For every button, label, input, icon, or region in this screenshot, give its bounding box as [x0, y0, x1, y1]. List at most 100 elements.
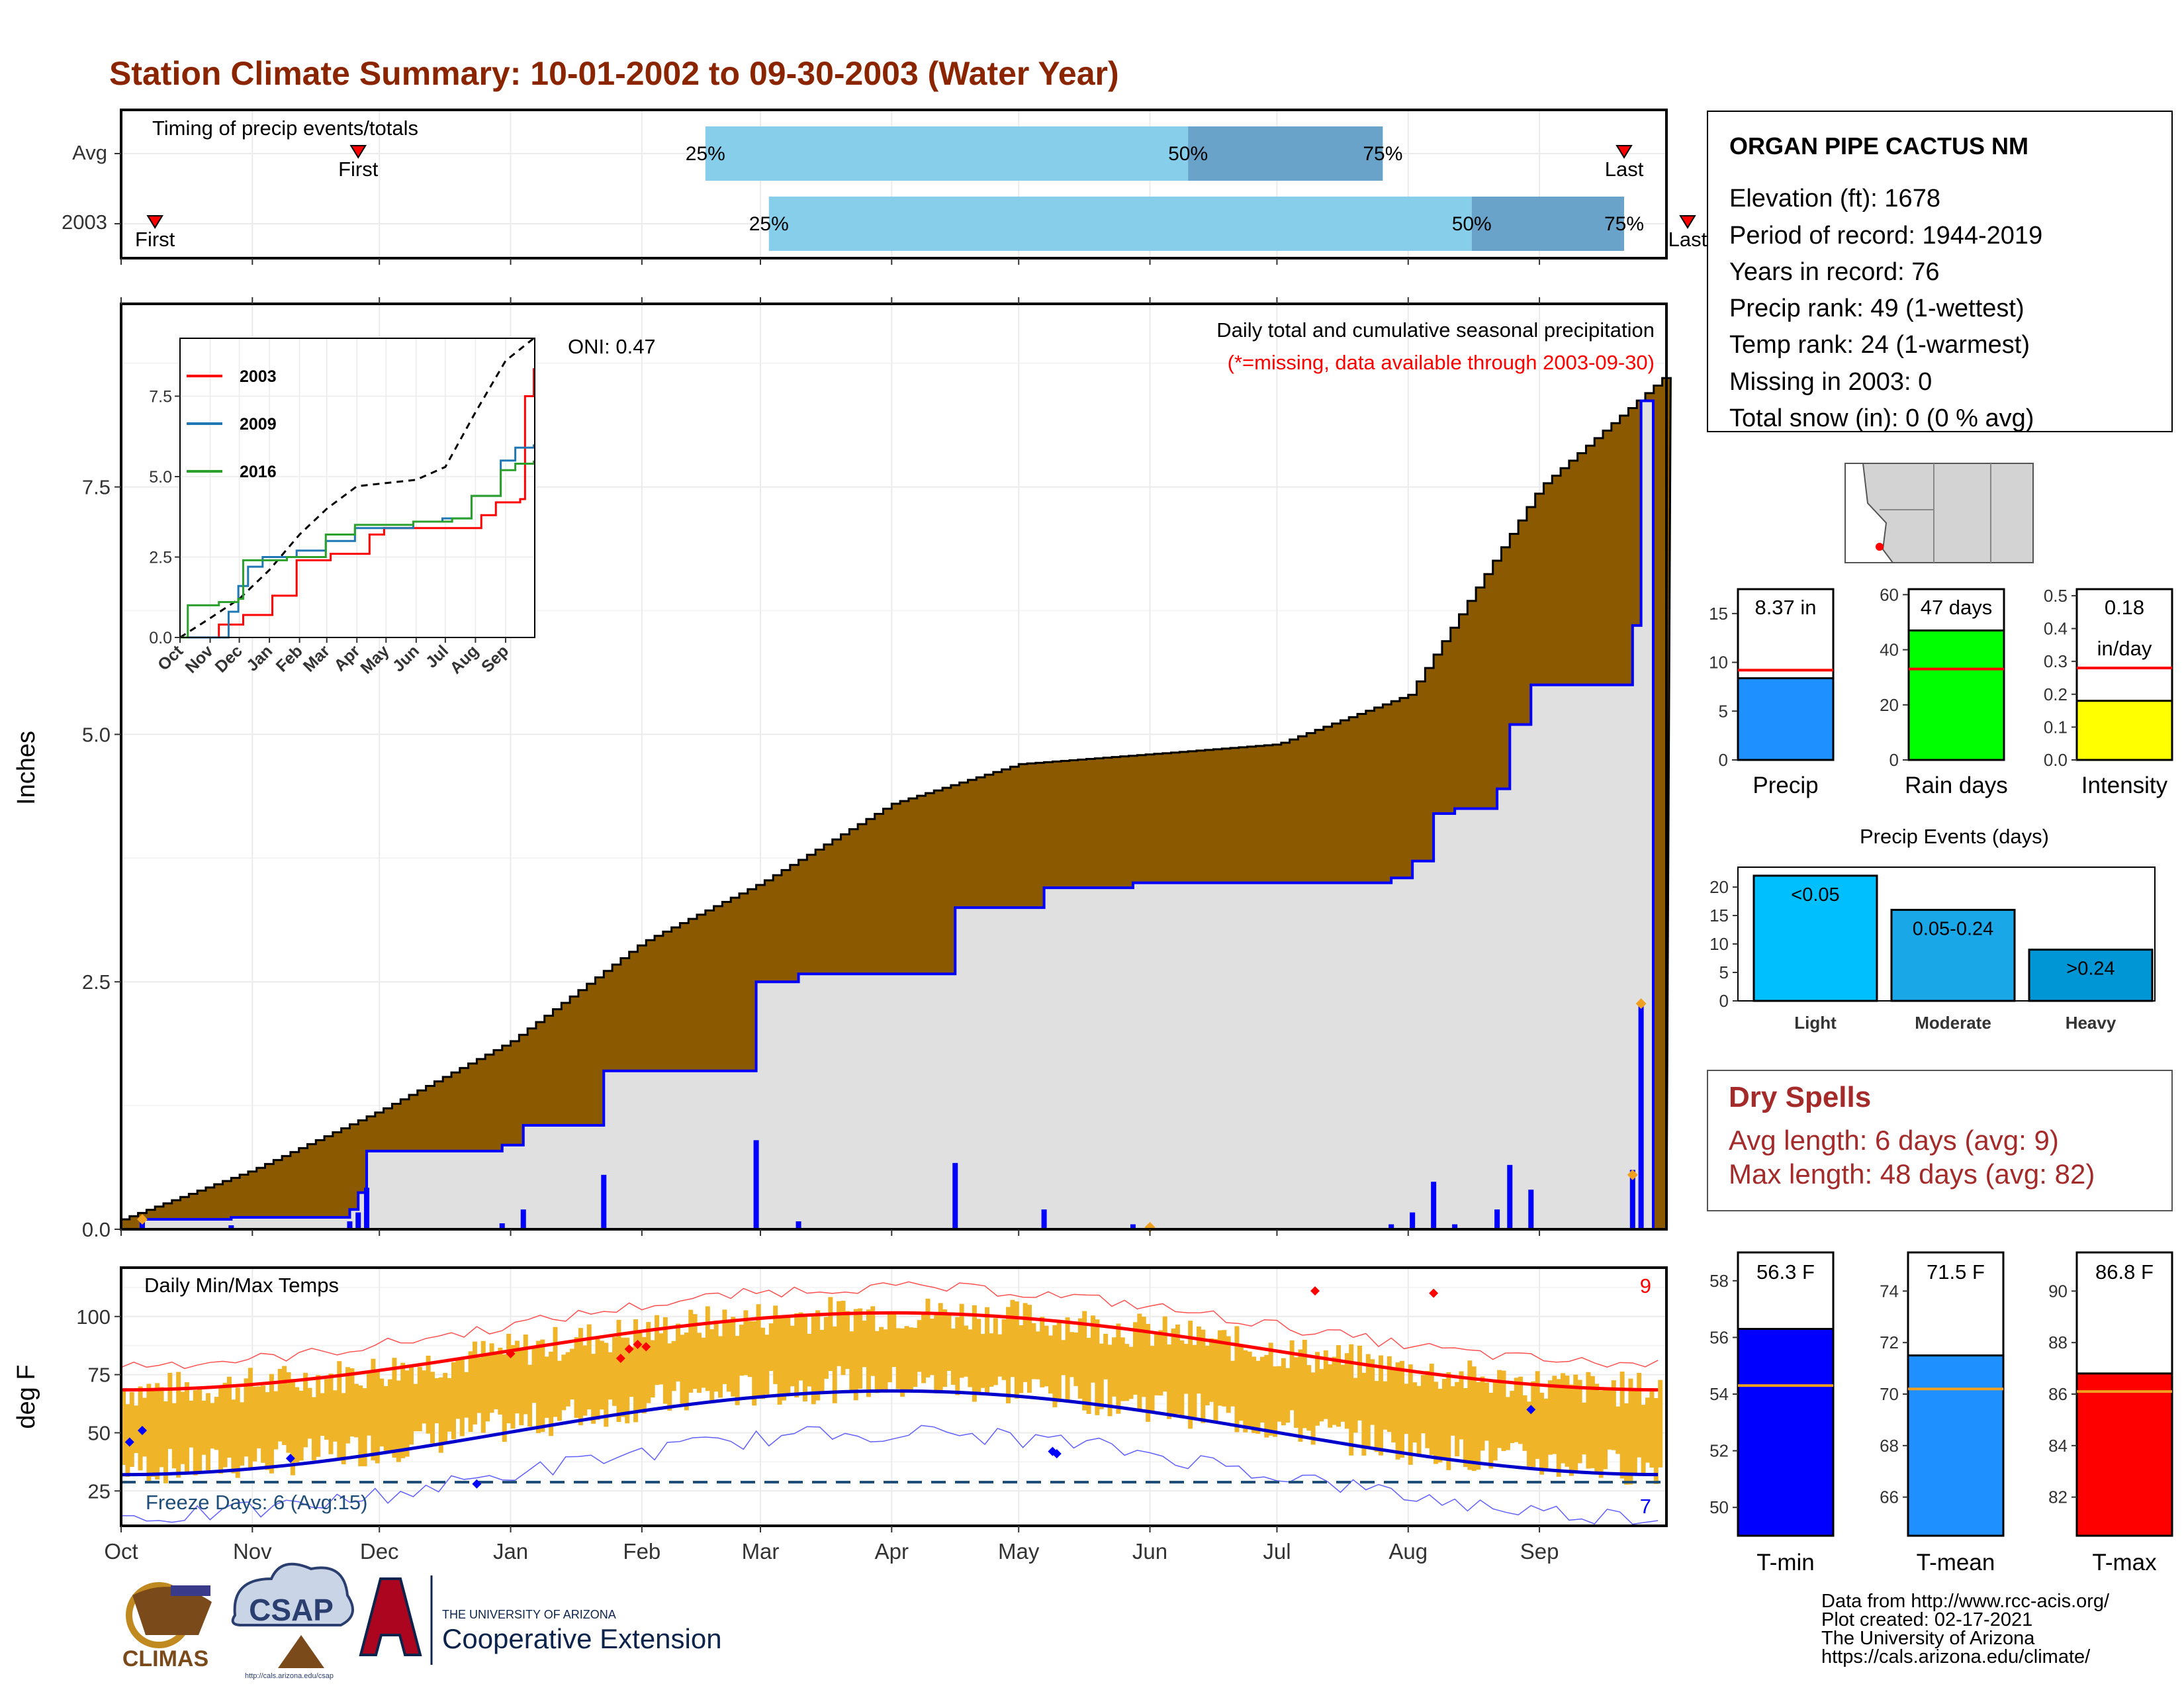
summary-bar-y-tick-label: 0: [1889, 750, 1899, 770]
daily-temp-bar: [282, 1366, 287, 1445]
summary-bar-y-tick-label: 0.0: [2044, 750, 2068, 770]
daily-temp-bar: [1565, 1376, 1570, 1467]
event-bar-value: >0.24: [2066, 959, 2115, 980]
timing-first-marker: [146, 215, 163, 229]
record-high-marker: [615, 1354, 625, 1364]
daily-temp-bar: [1146, 1323, 1151, 1422]
daily-temp-bar: [1040, 1317, 1045, 1387]
daily-temp-bar: [929, 1318, 934, 1376]
daily-temp-bar: [641, 1336, 647, 1414]
temp-record-markers: [124, 1286, 1536, 1489]
daily-temp-bar: [1006, 1307, 1011, 1403]
daily-temp-bar: [1154, 1332, 1159, 1395]
daily-temp-bar: [1641, 1405, 1646, 1474]
daily-temp-bar: [1357, 1345, 1362, 1421]
daily-temp-bar: [337, 1361, 342, 1461]
timing-p25-label: 25%: [749, 213, 789, 235]
daily-temp-bar: [1226, 1336, 1231, 1413]
temp-summary-y-tick-label: 54: [1709, 1384, 1729, 1404]
daily-temp-bar: [1171, 1328, 1176, 1415]
daily-temp-bar: [171, 1403, 177, 1469]
daily-temp-bar: [226, 1376, 232, 1458]
daily-temp-bar: [633, 1319, 639, 1423]
daily-precip-bars: [139, 1004, 1644, 1229]
daily-temp-bar: [752, 1321, 757, 1406]
daily-temp-bar: [493, 1351, 498, 1409]
daily-temp-bar: [1476, 1382, 1481, 1470]
daily-temp-bar: [210, 1403, 215, 1449]
daily-temp-bar: [1628, 1378, 1633, 1485]
daily-temp-bar: [510, 1344, 516, 1429]
event-bar-label: Moderate: [1915, 1013, 1991, 1033]
daily-temp-bar: [895, 1328, 901, 1389]
daily-temp-bar: [193, 1390, 198, 1476]
daily-temp-bar: [688, 1309, 694, 1393]
precip-marker: [136, 1214, 148, 1225]
daily-temp-bar: [1183, 1344, 1189, 1394]
precip-panel-border: [120, 303, 1668, 1231]
daily-temp-bar: [480, 1340, 486, 1433]
daily-precip-bar: [1410, 1212, 1416, 1229]
temp-summary-bar: [1907, 1354, 2005, 1537]
daily-temp-bar: [671, 1340, 676, 1391]
daily-temp-bar: [1103, 1333, 1109, 1380]
daily-temp-bar: [807, 1333, 812, 1387]
inset-legend-label: 2009: [240, 415, 277, 434]
daily-temp-bar: [290, 1379, 295, 1476]
daily-temp-bar: [904, 1326, 909, 1390]
summary-bar-y-tick-label: 0.4: [2044, 619, 2068, 639]
daily-temp-bar: [684, 1333, 689, 1411]
station-info-box: [1707, 111, 2173, 432]
event-y-tick-label: 10: [1709, 934, 1729, 954]
daily-precip-bar: [1130, 1224, 1136, 1229]
daily-temp-bar: [205, 1393, 210, 1471]
temp-panel: Daily Min/Max Temps Freeze Days: 6 (Avg:…: [13, 1266, 1668, 1564]
summary-bar-panel: 47 days Rain days 0 20 40 60: [1880, 585, 2008, 798]
daily-temp-bar: [1247, 1351, 1252, 1430]
daily-temp-bar: [798, 1312, 803, 1381]
record-high-marker: [641, 1342, 651, 1352]
event-y-tick-label: 5: [1719, 962, 1729, 982]
summary-bar-y-tick-label: 15: [1709, 604, 1728, 624]
record-high-marker: [506, 1349, 516, 1358]
month-tick-label: Oct: [104, 1539, 138, 1564]
month-tick-label: Apr: [875, 1539, 909, 1564]
daily-temp-bar: [1446, 1372, 1451, 1470]
daily-temp-bar: [549, 1351, 554, 1436]
daily-temp-bar: [404, 1370, 410, 1457]
daily-temp-bar: [705, 1306, 710, 1391]
daily-temp-bar: [917, 1320, 922, 1372]
daily-temp-bar: [1328, 1364, 1333, 1428]
daily-temp-bar: [189, 1400, 194, 1448]
temp-y-tick-label: 75: [88, 1364, 111, 1387]
event-bar: [1890, 908, 2016, 1002]
event-y-tick-label: 15: [1709, 906, 1729, 925]
daily-temp-bar: [1294, 1357, 1299, 1428]
precip-marker: [1627, 1169, 1638, 1180]
temp-summary-panel: 71.5 F T-mean 66 68 70 72 74: [1880, 1251, 2005, 1575]
daily-temp-bar: [413, 1383, 418, 1432]
inset-lines: [179, 337, 535, 639]
daily-temp-bar: [616, 1319, 621, 1423]
daily-temp-bar: [844, 1311, 850, 1369]
inset-legend-label: 2016: [240, 463, 277, 481]
daily-temp-bar: [1310, 1372, 1316, 1445]
station-line: Elevation (ft): 1678: [1729, 185, 1940, 212]
daily-temp-bar: [1645, 1397, 1651, 1463]
summary-bar-label: Precip: [1752, 773, 1818, 798]
daily-precip-bar: [1494, 1209, 1500, 1229]
daily-temp-bar: [269, 1374, 274, 1474]
daily-temp-bar: [1099, 1343, 1104, 1409]
daily-temp-bar: [662, 1317, 668, 1404]
daily-temp-bar: [307, 1387, 312, 1439]
month-tick-label: May: [998, 1539, 1040, 1564]
temp-y-tick-label: 100: [76, 1305, 111, 1329]
month-tick-label: Nov: [233, 1539, 272, 1564]
timing-p50-label: 50%: [1452, 213, 1492, 235]
daily-temp-bar: [646, 1322, 651, 1403]
timing-bars: 25% 50% 75% First Last 25% 50% 75% First Last: [135, 126, 1707, 251]
dry-spells-box: [1707, 1070, 2173, 1211]
daily-temp-bar: [777, 1315, 782, 1405]
daily-temp-bar: [980, 1334, 985, 1388]
daily-temp-bar: [159, 1387, 164, 1468]
